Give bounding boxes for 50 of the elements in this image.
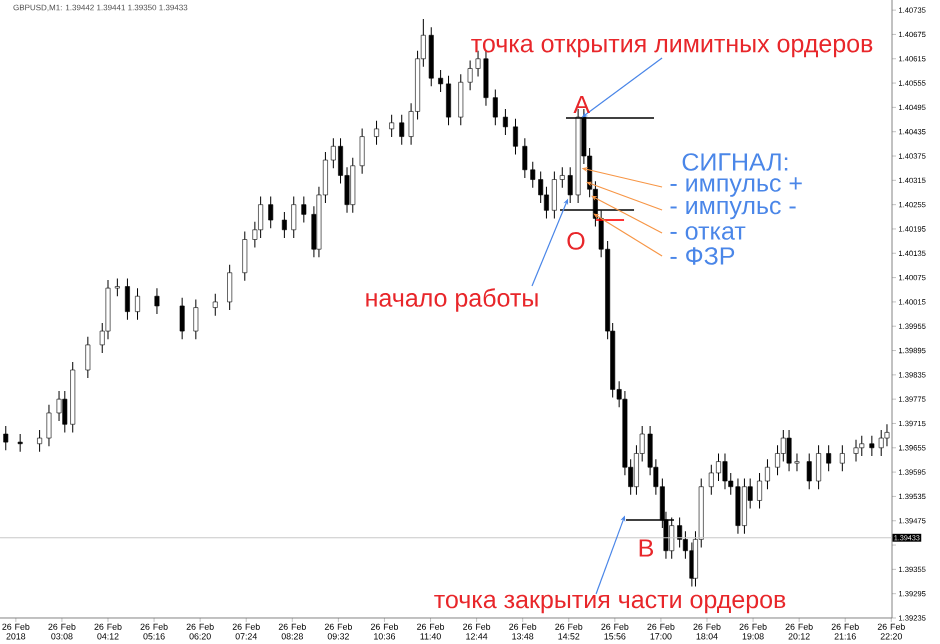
candlestick bbox=[56, 390, 62, 422]
annotation: - откат bbox=[670, 226, 746, 240]
candlestick bbox=[212, 293, 218, 317]
candlestick bbox=[301, 196, 307, 223]
candlestick bbox=[741, 478, 747, 535]
candlestick bbox=[722, 452, 728, 490]
candlestick bbox=[757, 472, 762, 510]
candlestick bbox=[716, 452, 721, 482]
candlestick bbox=[179, 297, 185, 340]
candlestick bbox=[242, 230, 248, 282]
annotation: точка открытия лимитных ордеров bbox=[471, 38, 873, 58]
annotation: точка закрытия части ордеров bbox=[434, 594, 786, 614]
candlestick bbox=[193, 298, 199, 340]
candlestick bbox=[154, 287, 160, 315]
candlestick bbox=[446, 75, 451, 126]
candlestick bbox=[281, 211, 287, 239]
candlestick bbox=[502, 108, 508, 136]
annotation: начало работы bbox=[366, 288, 538, 312]
annotation: O bbox=[567, 232, 585, 250]
annotation: - импульс - bbox=[670, 200, 796, 220]
annotation: - ФЗР bbox=[670, 247, 735, 265]
candlestick bbox=[46, 404, 52, 447]
candlestick bbox=[513, 118, 518, 155]
candlestick bbox=[268, 196, 274, 229]
candlestick bbox=[522, 137, 528, 179]
candlestick bbox=[735, 478, 741, 535]
annotation: - импульс + bbox=[670, 177, 802, 197]
candlestick bbox=[839, 444, 845, 472]
annotation: A bbox=[573, 95, 591, 114]
candlestick bbox=[428, 26, 434, 87]
candlestick bbox=[483, 50, 489, 107]
candlestick bbox=[389, 114, 395, 138]
candlestick bbox=[492, 89, 498, 126]
candlestick bbox=[859, 435, 865, 457]
candlestick bbox=[37, 429, 43, 453]
candlestick bbox=[826, 444, 832, 472]
candlestick bbox=[374, 120, 379, 146]
candlestick bbox=[85, 336, 91, 379]
candlestick bbox=[124, 277, 130, 321]
candlestick bbox=[135, 287, 140, 321]
candlestick bbox=[806, 452, 812, 490]
candlestick bbox=[227, 264, 233, 311]
candlestick bbox=[708, 464, 714, 496]
candlestick bbox=[3, 425, 9, 451]
candlestick bbox=[291, 196, 297, 239]
annotation: B bbox=[639, 539, 654, 557]
candlestick bbox=[853, 439, 859, 463]
candlestick bbox=[786, 429, 792, 472]
candlestick bbox=[816, 444, 822, 490]
annotation: СИГНАЛ: bbox=[682, 153, 788, 171]
